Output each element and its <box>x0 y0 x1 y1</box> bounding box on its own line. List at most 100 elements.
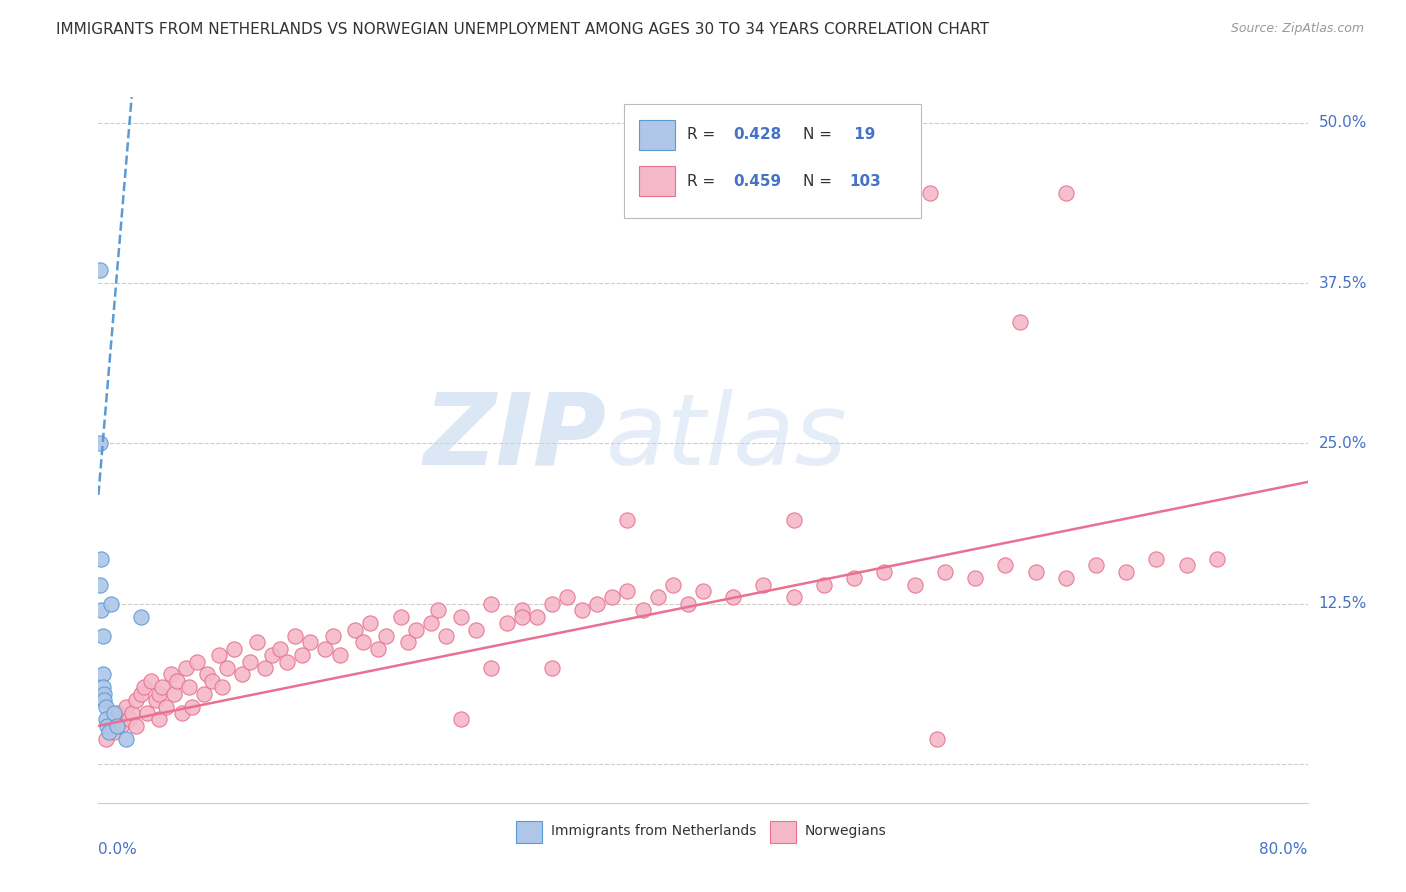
Point <box>510 609 533 624</box>
Text: N =: N = <box>803 128 837 143</box>
Point <box>132 681 155 695</box>
Point <box>367 641 389 656</box>
Text: atlas: atlas <box>606 389 848 485</box>
Point <box>927 731 949 746</box>
Text: ZIP: ZIP <box>423 389 606 485</box>
Point <box>121 706 143 720</box>
Point <box>90 603 112 617</box>
Point <box>965 571 987 585</box>
Text: Immigrants from Netherlands: Immigrants from Netherlands <box>551 823 756 838</box>
Point <box>420 616 443 631</box>
FancyBboxPatch shape <box>516 821 543 843</box>
Point <box>1054 186 1077 201</box>
Point <box>114 731 136 746</box>
Point <box>1144 552 1167 566</box>
Point <box>616 514 638 528</box>
Point <box>262 648 284 663</box>
Point <box>163 687 186 701</box>
Point <box>107 706 129 720</box>
Point <box>193 687 215 701</box>
Point <box>994 558 1017 573</box>
Point <box>186 655 208 669</box>
Text: 0.459: 0.459 <box>734 174 782 188</box>
Point <box>284 629 307 643</box>
Point <box>540 661 562 675</box>
FancyBboxPatch shape <box>624 104 921 218</box>
Point <box>114 699 136 714</box>
Point <box>352 635 374 649</box>
Point <box>783 514 806 528</box>
Point <box>89 577 111 591</box>
Point <box>813 577 835 591</box>
Point <box>91 629 114 643</box>
Text: N =: N = <box>803 174 837 188</box>
Point <box>141 673 163 688</box>
Point <box>155 699 177 714</box>
Point <box>495 616 517 631</box>
Point <box>195 667 218 681</box>
Point <box>118 712 141 726</box>
Point <box>125 719 148 733</box>
Text: 37.5%: 37.5% <box>1319 276 1367 291</box>
Point <box>150 681 173 695</box>
Text: 12.5%: 12.5% <box>1319 597 1367 611</box>
Point <box>129 687 152 701</box>
Point <box>481 661 503 675</box>
Point <box>201 673 224 688</box>
Point <box>873 565 896 579</box>
Point <box>555 591 578 605</box>
Text: Source: ZipAtlas.com: Source: ZipAtlas.com <box>1230 22 1364 36</box>
Point <box>94 731 117 746</box>
Point <box>661 577 683 591</box>
Point <box>1175 558 1198 573</box>
Point <box>904 577 927 591</box>
Text: R =: R = <box>688 128 720 143</box>
Point <box>586 597 609 611</box>
Point <box>89 436 111 450</box>
Point <box>208 648 231 663</box>
Point <box>94 699 117 714</box>
Text: 0.428: 0.428 <box>734 128 782 143</box>
Point <box>571 603 593 617</box>
Point <box>481 597 503 611</box>
Point <box>98 725 121 739</box>
Point <box>405 623 427 637</box>
Point <box>676 597 699 611</box>
Point <box>100 719 122 733</box>
Point <box>752 577 775 591</box>
Text: 50.0%: 50.0% <box>1319 115 1367 130</box>
Point <box>329 648 352 663</box>
Point <box>396 635 419 649</box>
Point <box>1115 565 1137 579</box>
Point <box>174 661 197 675</box>
Point <box>844 571 866 585</box>
Point <box>89 263 111 277</box>
Point <box>231 667 253 681</box>
Point <box>526 609 548 624</box>
Point <box>374 629 396 643</box>
Point <box>269 641 291 656</box>
Point <box>145 693 167 707</box>
Point <box>105 719 128 733</box>
Point <box>91 681 114 695</box>
Point <box>434 629 457 643</box>
Point <box>291 648 314 663</box>
Point <box>110 719 132 733</box>
FancyBboxPatch shape <box>638 120 675 150</box>
Text: 25.0%: 25.0% <box>1319 436 1367 451</box>
Point <box>647 591 669 605</box>
Point <box>246 635 269 649</box>
Point <box>510 603 533 617</box>
Point <box>389 609 412 624</box>
Point <box>314 641 336 656</box>
Point <box>94 712 117 726</box>
FancyBboxPatch shape <box>638 167 675 195</box>
Point <box>692 584 714 599</box>
Point <box>129 609 152 624</box>
Point <box>181 699 204 714</box>
Point <box>322 629 344 643</box>
Point <box>1024 565 1046 579</box>
Point <box>723 591 745 605</box>
Point <box>1010 315 1032 329</box>
Point <box>276 655 298 669</box>
